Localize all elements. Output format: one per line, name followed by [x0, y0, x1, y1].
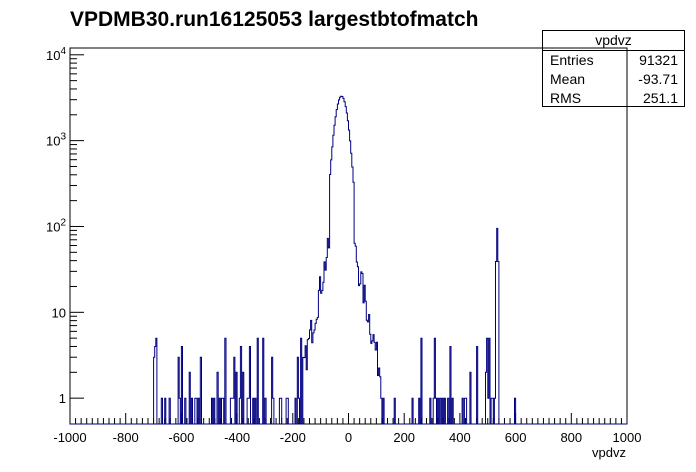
y-axis: 1 10 102 103 104 [46, 46, 84, 406]
x-tick-label: 0 [345, 430, 352, 445]
x-tick-label: -400 [224, 430, 250, 445]
stats-rms-value: 251.1 [642, 90, 678, 106]
y-tick-label: 104 [46, 46, 66, 63]
x-tick-label: 800 [560, 430, 582, 445]
x-axis: -1000 -800 -600 -400 -200 0 200 400 600 800 1000 [53, 413, 641, 445]
stats-entries-value: 91321 [639, 52, 678, 68]
x-tick-label: -600 [168, 430, 194, 445]
x-tick-label: 400 [449, 430, 471, 445]
stats-entries-label: Entries [550, 52, 594, 68]
x-axis-label: vpdvz [592, 445, 626, 460]
y-tick-label: 103 [46, 132, 66, 149]
stats-histogram-name: vpdvz [543, 31, 684, 51]
x-tick-label: -1000 [53, 430, 86, 445]
x-tick-label: -200 [280, 430, 306, 445]
stats-mean-label: Mean [550, 71, 586, 87]
x-tick-label: 600 [505, 430, 527, 445]
x-tick-label: 1000 [613, 430, 642, 445]
stats-rms-label: RMS [550, 90, 582, 106]
x-tick-label: -800 [113, 430, 139, 445]
stats-mean-value: -93.71 [638, 71, 678, 87]
chart-title: VPDMB30.run16125053 largestbtofmatch [70, 8, 479, 31]
stats-mean-row: Mean -93.71 [543, 70, 684, 89]
x-tick-label: 200 [393, 430, 415, 445]
y-tick-label: 1 [59, 391, 66, 406]
y-tick-label: 102 [46, 217, 66, 234]
y-tick-label: 10 [52, 305, 66, 320]
histogram-series [70, 95, 627, 425]
stats-box: vpdvz Entries 91321 Mean -93.71 RMS 251.… [542, 30, 685, 107]
stats-rms-row: RMS 251.1 [543, 89, 684, 108]
stats-entries-row: Entries 91321 [543, 51, 684, 70]
